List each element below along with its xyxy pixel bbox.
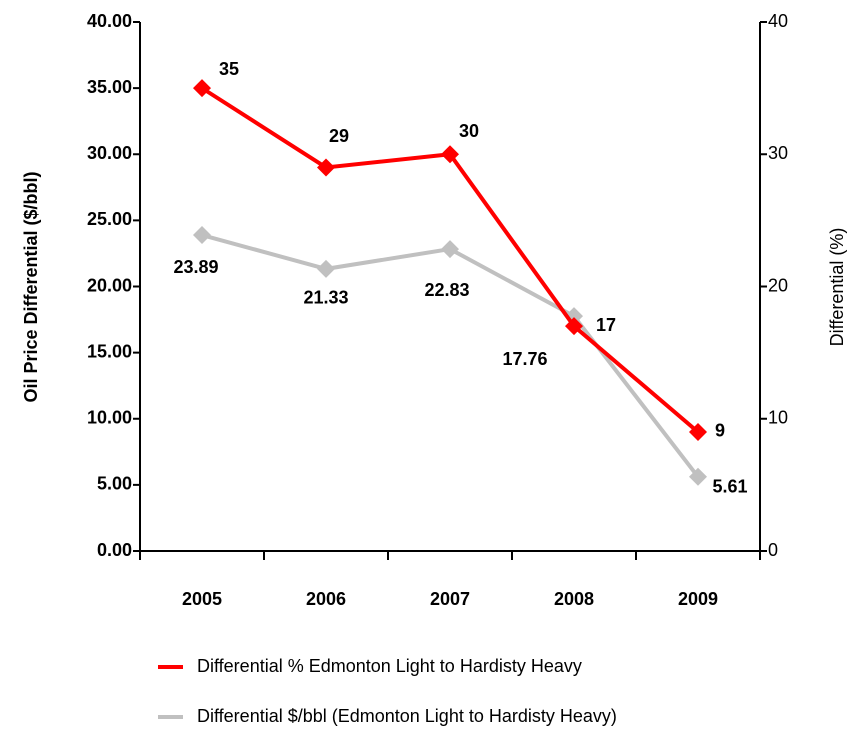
marker — [689, 422, 707, 441]
y-tick-label: 5.00 — [97, 474, 132, 494]
y2-tick-label: 30 — [768, 143, 788, 163]
y2-tick-label: 0 — [768, 540, 778, 560]
y-tick-label: 15.00 — [87, 341, 132, 361]
y2-axis-title: Differential (%) — [827, 228, 847, 347]
marker — [317, 259, 335, 278]
marker — [565, 317, 583, 336]
data-label: 29 — [329, 126, 349, 146]
marker — [317, 158, 335, 177]
y-tick-label: 20.00 — [87, 275, 132, 295]
y-tick-label: 35.00 — [87, 77, 132, 97]
x-tick-label: 2006 — [306, 589, 346, 609]
data-label: 17 — [596, 315, 616, 335]
y-tick-label: 40.00 — [87, 11, 132, 31]
line — [201, 233, 700, 479]
y-axis-title: Oil Price Differential ($/bbl) — [21, 171, 41, 402]
y-tick-label: 30.00 — [87, 143, 132, 163]
y2-tick-label: 20 — [768, 275, 788, 295]
x-tick-label: 2009 — [678, 589, 718, 609]
data-label: 5.61 — [712, 477, 747, 497]
y-tick-label: 0.00 — [97, 540, 132, 560]
y-tick-label: 10.00 — [87, 408, 132, 428]
marker — [193, 79, 211, 98]
marker — [441, 240, 459, 259]
x-tick-label: 2007 — [430, 589, 470, 609]
data-label: 17.76 — [502, 349, 547, 369]
data-label: 22.83 — [424, 280, 469, 300]
data-label: 9 — [715, 421, 725, 441]
data-label: 21.33 — [303, 288, 348, 308]
data-label: 23.89 — [173, 257, 218, 277]
marker — [441, 145, 459, 164]
x-tick-label: 2008 — [554, 589, 594, 609]
data-label: 30 — [459, 121, 479, 141]
marker — [193, 226, 211, 245]
legend-label: Differential % Edmonton Light to Hardist… — [197, 656, 582, 676]
data-label: 35 — [219, 59, 239, 79]
y-tick-label: 25.00 — [87, 209, 132, 229]
y2-tick-label: 10 — [768, 408, 788, 428]
legend-label: Differential $/bbl (Edmonton Light to Ha… — [197, 706, 617, 726]
marker — [689, 467, 707, 486]
x-tick-label: 2005 — [182, 589, 222, 609]
y2-tick-label: 40 — [768, 11, 788, 31]
